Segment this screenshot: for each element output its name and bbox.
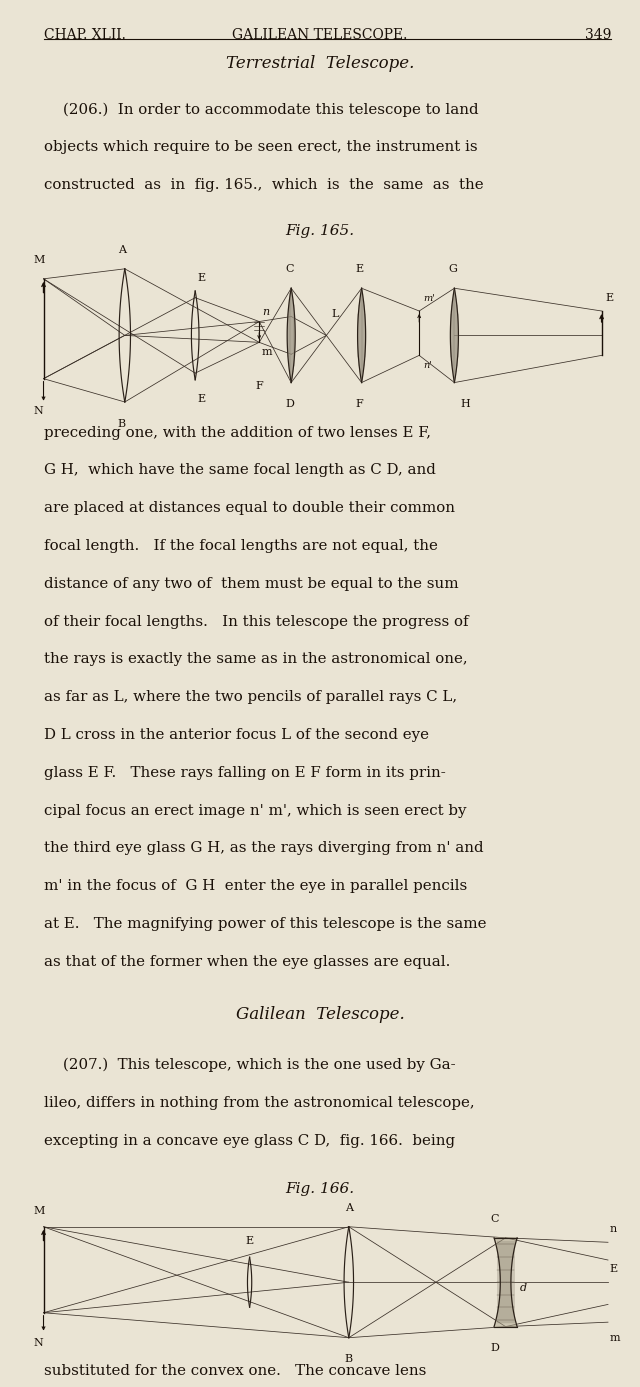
Polygon shape: [358, 288, 365, 383]
Text: are placed at distances equal to double their common: are placed at distances equal to double …: [44, 501, 454, 515]
Text: H: H: [461, 399, 470, 409]
Text: CHAP. XLII.: CHAP. XLII.: [44, 28, 125, 42]
Text: the rays is exactly the same as in the astronomical one,: the rays is exactly the same as in the a…: [44, 652, 467, 666]
Text: Terrestrial  Telescope.: Terrestrial Telescope.: [226, 55, 414, 72]
Text: (206.)  In order to accommodate this telescope to land: (206.) In order to accommodate this tele…: [44, 103, 478, 117]
Text: the third eye glass G H, as the rays diverging from n' and: the third eye glass G H, as the rays div…: [44, 842, 483, 856]
Text: E: E: [197, 394, 205, 404]
Polygon shape: [451, 288, 458, 383]
Text: L: L: [332, 309, 339, 319]
Polygon shape: [494, 1237, 517, 1326]
Text: A: A: [118, 245, 125, 255]
Text: 349: 349: [585, 28, 611, 42]
Text: (207.)  This telescope, which is the one used by Ga-: (207.) This telescope, which is the one …: [44, 1058, 455, 1072]
Text: G H,  which have the same focal length as C D, and: G H, which have the same focal length as…: [44, 463, 435, 477]
Text: D L cross in the anterior focus L of the second eye: D L cross in the anterior focus L of the…: [44, 728, 429, 742]
Text: n: n: [262, 308, 269, 318]
Text: m: m: [261, 347, 272, 356]
Text: n: n: [609, 1223, 616, 1234]
Polygon shape: [287, 288, 295, 383]
Text: Fig. 166.: Fig. 166.: [285, 1182, 355, 1196]
Text: excepting in a concave eye glass C D,  fig. 166.  being: excepting in a concave eye glass C D, fi…: [44, 1133, 454, 1147]
Text: as far as L, where the two pencils of parallel rays C L,: as far as L, where the two pencils of pa…: [44, 691, 457, 705]
Text: D: D: [490, 1343, 499, 1354]
Text: objects which require to be seen erect, the instrument is: objects which require to be seen erect, …: [44, 140, 477, 154]
Text: substituted for the convex one.   The concave lens: substituted for the convex one. The conc…: [44, 1363, 426, 1379]
Text: N: N: [34, 406, 44, 416]
Text: E: E: [609, 1264, 618, 1273]
Text: C: C: [285, 265, 294, 275]
Text: E: E: [197, 273, 205, 283]
Text: M: M: [34, 1205, 45, 1215]
Text: G: G: [449, 265, 458, 275]
Text: lileo, differs in nothing from the astronomical telescope,: lileo, differs in nothing from the astro…: [44, 1096, 474, 1110]
Text: m': m': [424, 294, 436, 302]
Text: GALILEAN TELESCOPE.: GALILEAN TELESCOPE.: [232, 28, 408, 42]
Text: F: F: [356, 399, 364, 409]
Text: Galilean  Telescope.: Galilean Telescope.: [236, 1006, 404, 1022]
Text: D: D: [285, 399, 294, 409]
Text: E: E: [356, 265, 364, 275]
Text: of their focal lengths.   In this telescope the progress of: of their focal lengths. In this telescop…: [44, 614, 468, 628]
Text: B: B: [345, 1354, 353, 1365]
Text: Fig. 165.: Fig. 165.: [285, 223, 355, 237]
Text: cipal focus an erect image n' m', which is seen erect by: cipal focus an erect image n' m', which …: [44, 803, 466, 818]
Text: E: E: [246, 1236, 253, 1246]
Text: C: C: [491, 1214, 499, 1223]
Text: A: A: [345, 1203, 353, 1212]
Text: m' in the focus of  G H  enter the eye in parallel pencils: m' in the focus of G H enter the eye in …: [44, 879, 467, 893]
Text: distance of any two of  them must be equal to the sum: distance of any two of them must be equa…: [44, 577, 458, 591]
Text: focal length.   If the focal lengths are not equal, the: focal length. If the focal lengths are n…: [44, 540, 437, 553]
Text: d: d: [520, 1283, 527, 1293]
Text: N: N: [34, 1337, 44, 1348]
Text: at E.   The magnifying power of this telescope is the same: at E. The magnifying power of this teles…: [44, 917, 486, 931]
Text: m: m: [609, 1333, 620, 1343]
Text: constructed  as  in  fig. 165.,  which  is  the  same  as  the: constructed as in fig. 165., which is th…: [44, 178, 483, 191]
Text: n': n': [424, 361, 433, 370]
Text: E: E: [605, 293, 614, 302]
Text: as that of the former when the eye glasses are equal.: as that of the former when the eye glass…: [44, 954, 450, 970]
Text: B: B: [118, 419, 125, 429]
Text: M: M: [34, 255, 45, 265]
Text: glass E F.   These rays falling on E F form in its prin-: glass E F. These rays falling on E F for…: [44, 766, 445, 779]
Text: preceding one, with the addition of two lenses E F,: preceding one, with the addition of two …: [44, 426, 431, 440]
Text: F: F: [255, 381, 263, 391]
